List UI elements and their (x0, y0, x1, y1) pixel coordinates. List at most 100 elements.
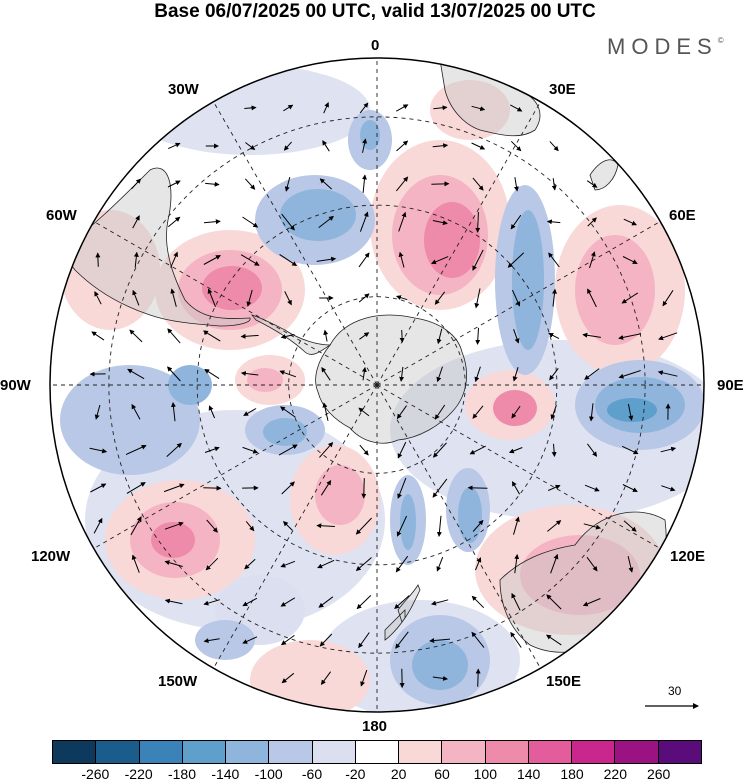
wind-arrow (396, 176, 409, 192)
wind-arrow (660, 446, 677, 453)
wind-arrow (203, 255, 221, 265)
wind-arrow (511, 481, 521, 495)
wind-arrow (548, 332, 560, 340)
wind-arrow (397, 477, 407, 499)
wind-arrow (322, 402, 329, 421)
wind-arrow (508, 447, 523, 454)
wind-arrow (205, 181, 220, 187)
wind-arrow (662, 290, 674, 307)
wind-arrow (284, 291, 292, 306)
wind-arrow (548, 484, 561, 491)
wind-arrow (358, 632, 370, 649)
wind-arrow (472, 177, 484, 191)
wind-arrow (475, 327, 481, 345)
wind-arrow (283, 141, 292, 151)
wind-arrow (510, 214, 522, 230)
wind-arrow (511, 405, 521, 419)
wind-arrow (131, 403, 141, 420)
meridian-line (376, 384, 661, 549)
wind-arrow (278, 444, 298, 456)
wind-arrow (546, 219, 561, 225)
wind-arrow (359, 332, 370, 340)
colorbar-segment (528, 741, 573, 763)
wind-arrow (203, 599, 220, 606)
wind-arrow (432, 675, 449, 681)
wind-arrow (242, 216, 259, 228)
wind-arrow (129, 329, 143, 343)
wind-arrow (280, 406, 296, 418)
wind-arrow (658, 332, 678, 341)
lon-label-0: 0 (371, 37, 380, 54)
wind-arrow (583, 523, 602, 530)
wind-arrow (432, 143, 449, 149)
wind-arrow (621, 292, 639, 304)
wind-arrow (206, 519, 218, 533)
wind-arrow (167, 328, 181, 344)
wind-arrow (202, 330, 221, 342)
colorbar-segment (312, 741, 356, 763)
colorbar-tick-label: 20 (390, 766, 407, 782)
colorbar-segment (399, 741, 443, 763)
wind-arrow (359, 211, 369, 232)
wind-arrow (240, 254, 260, 266)
wind-arrow (551, 178, 557, 191)
lon-label-90e: 90E (717, 377, 744, 394)
wind-arrow (396, 104, 409, 112)
wind-arrow (584, 484, 600, 492)
wind-arrow (95, 252, 101, 267)
wind-arrow (170, 401, 176, 422)
wind-arrow (587, 288, 597, 308)
wind-arrow (320, 479, 332, 496)
wind-arrow (358, 293, 370, 303)
wind-arrow (320, 671, 332, 685)
wind-arrow (399, 366, 405, 382)
wind-arrow (358, 252, 370, 268)
wind-arrow (472, 405, 484, 419)
wind-vectors (89, 102, 678, 689)
wind-arrow (657, 370, 678, 377)
wind-arrow (471, 595, 485, 609)
antarctica (315, 314, 467, 444)
wind-arrow (94, 291, 102, 305)
wind-arrow (433, 105, 448, 111)
wind-arrow (322, 140, 330, 152)
wind-arrow (475, 557, 482, 571)
wind-arrow (396, 140, 409, 152)
wind-arrow (359, 102, 369, 114)
wind-arrow (546, 594, 562, 610)
wind-arrow (132, 289, 140, 306)
wind-arrow (552, 288, 557, 307)
wind-arrow (661, 485, 676, 492)
colorbar-tick-label: -260 (81, 766, 110, 782)
wind-arrow (399, 329, 405, 343)
wind-arrow (622, 484, 638, 492)
wind-arrow (321, 367, 331, 381)
wind-arrow (361, 478, 367, 499)
colorbar-segment (658, 741, 701, 763)
colorbar-tick-label: 260 (646, 766, 671, 782)
wind-arrow (550, 553, 559, 574)
wind-arrow (627, 555, 634, 573)
antarctic-peninsula (250, 314, 332, 355)
wind-arrow (358, 407, 370, 417)
wind-arrow (125, 444, 147, 455)
wind-arrow (396, 405, 408, 420)
wind-arrow (394, 595, 410, 610)
meridian-line (213, 384, 378, 669)
wind-arrow (397, 441, 407, 459)
colorbar-segment (182, 741, 227, 763)
colorbar-tick-label: 140 (516, 766, 541, 782)
wind-arrow (587, 217, 597, 227)
wind-arrow (511, 289, 521, 307)
wind-arrow (164, 598, 183, 605)
lon-label-120e: 120E (670, 548, 706, 565)
wind-arrow (472, 249, 484, 271)
wind-arrow (323, 329, 329, 342)
wind-arrow (281, 213, 295, 231)
wind-arrow (436, 556, 444, 572)
wind-arrow (167, 180, 181, 188)
wind-arrow (133, 251, 139, 268)
wind-arrow (586, 443, 598, 457)
colorbar-segment (139, 741, 183, 763)
wind-arrow (279, 370, 297, 378)
